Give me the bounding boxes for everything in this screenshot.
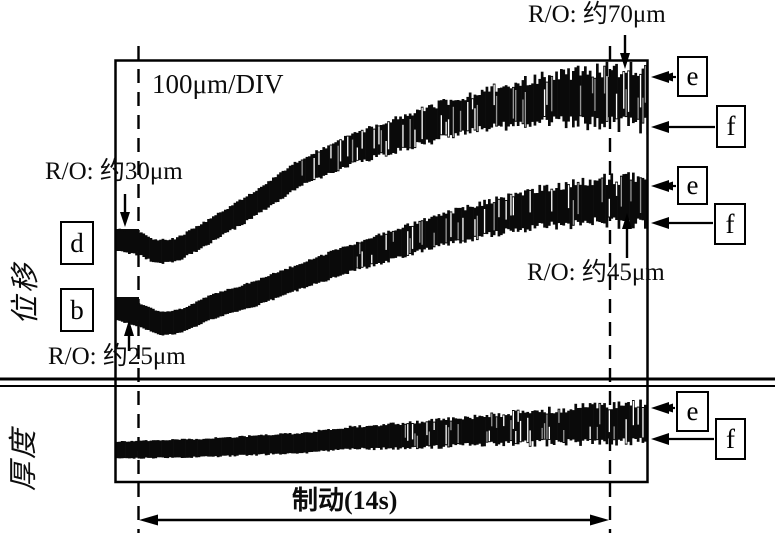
marker-f-label: f [725, 208, 735, 239]
arrow-f-thickness [651, 433, 714, 445]
marker-box-f-thickness: f [715, 418, 746, 460]
arrow-f-upper [651, 121, 715, 133]
marker-b-label: b [70, 294, 84, 325]
marker-box-f-upper: f [716, 105, 746, 148]
marker-box-e-lower: e [677, 166, 708, 205]
marker-box-e-upper: e [677, 56, 708, 97]
marker-f-label: f [726, 111, 736, 141]
arrow-e-lower [651, 180, 676, 192]
marker-box-e-thickness: e [676, 391, 709, 432]
ro45-annotation: R/O: 约45μm [527, 259, 665, 286]
ro25-annotation: R/O: 约25μm [48, 343, 186, 370]
marker-e-label: e [686, 61, 699, 91]
marker-box-b: b [60, 288, 94, 332]
marker-d-label: d [70, 227, 84, 258]
marker-f-label: f [726, 423, 735, 454]
displacement-axis-label: 位移 [10, 261, 42, 326]
scale-label: 100μm/DIV [152, 69, 284, 99]
thickness-axis-label: 厚度 [8, 427, 40, 492]
plot-border [114, 59, 649, 484]
ro70-annotation: R/O: 约70μm [528, 1, 666, 28]
brake-duration-arrow [139, 514, 609, 526]
lower-displacement-trace [116, 172, 647, 336]
marker-box-f-lower: f [714, 203, 746, 245]
brake-duration-label: 制动(14s) [292, 486, 398, 515]
arrow-ro25 [124, 320, 134, 351]
arrow-e-upper [651, 71, 676, 83]
thickness-trace [116, 399, 647, 459]
traces-layer [116, 61, 647, 459]
upper-displacement-trace [116, 61, 647, 264]
marker-e-label: e [686, 170, 699, 200]
arrow-e-thickness [651, 402, 675, 414]
arrow-ro45 [622, 213, 632, 258]
marker-e-label: e [686, 396, 699, 426]
arrow-ro30 [120, 194, 130, 227]
ro30-annotation: R/O: 约30μm [45, 158, 183, 185]
marker-box-d: d [60, 221, 94, 265]
arrow-ro70 [620, 35, 630, 69]
arrow-f-lower [651, 217, 713, 229]
